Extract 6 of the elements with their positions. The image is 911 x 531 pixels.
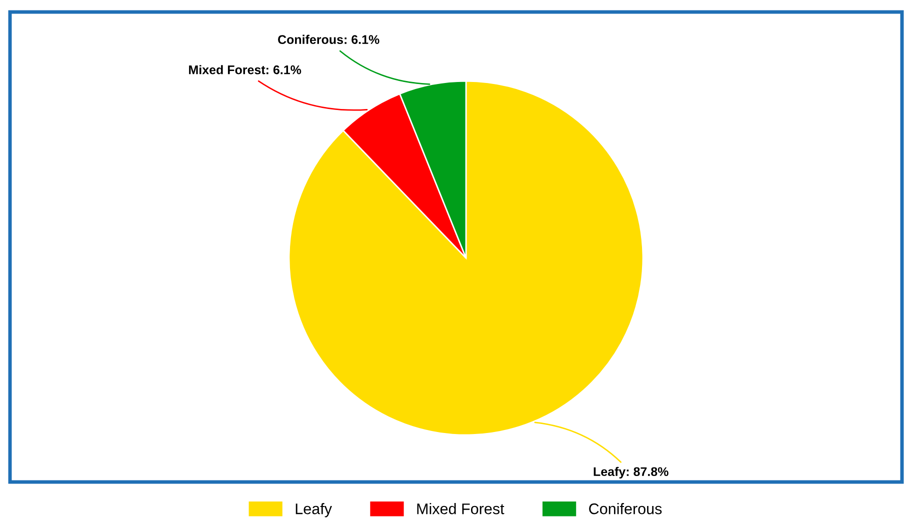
legend-label: Coniferous xyxy=(589,503,662,514)
legend-label: Mixed Forest xyxy=(417,503,504,514)
data-label: Leafy: 87.8% xyxy=(594,466,668,479)
data-label: Coniferous: 6.1% xyxy=(278,34,380,44)
data-label: Mixed Forest: 6.1% xyxy=(189,65,302,74)
legend-label: Leafy xyxy=(296,503,332,518)
